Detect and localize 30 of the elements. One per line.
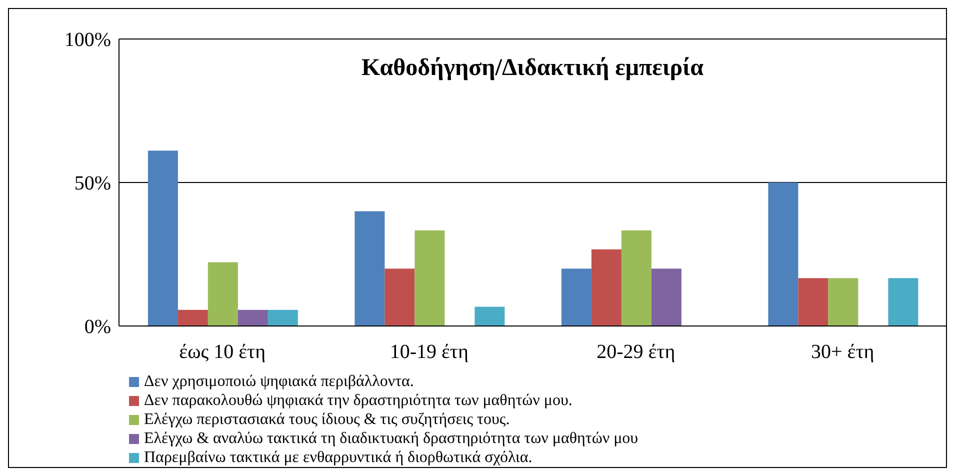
legend-label: Παρεμβαίνω τακτικά με ενθαρρυντικά ή διορθωτικά σχόλια. <box>144 448 532 467</box>
bar <box>268 310 298 326</box>
bar <box>384 268 415 326</box>
y-tick-label: 100% <box>64 29 111 52</box>
bar <box>238 310 268 326</box>
bar <box>178 310 208 326</box>
legend-label: Δεν παρακολουθώ ψηφιακά την δραστηριότητα των μαθητών μου. <box>144 391 572 410</box>
legend-label: Ελέγχω περιστασιακά τους ίδιους & τις συζητήσεις τους. <box>144 410 510 429</box>
bar <box>148 150 178 326</box>
bar <box>768 182 798 326</box>
text: Καθοδήγηση/Διδακτική εμπειρία <box>360 55 704 82</box>
bar <box>474 306 505 326</box>
legend-label: Ελέγχω & αναλύω τακτικά τη διαδικτυακή δραστηριότητα των μαθητών μου <box>144 429 638 448</box>
bar <box>414 230 445 326</box>
bar <box>591 249 622 326</box>
bar <box>621 230 652 326</box>
bar <box>828 278 858 326</box>
x-tick-label: 10-19 έτη <box>390 341 468 364</box>
legend-label: Δεν χρησιμοποιώ ψηφιακά περιβάλλοντα. <box>144 372 414 391</box>
bar <box>208 262 238 326</box>
y-tick-label: 0% <box>84 316 111 338</box>
x-tick-label: έως 10 έτη <box>179 341 266 364</box>
bar <box>798 278 828 326</box>
bar <box>354 211 385 326</box>
y-tick-label: 50% <box>74 172 111 195</box>
x-tick-label: 30+ έτη <box>811 341 874 364</box>
bar <box>651 268 682 326</box>
x-tick-label: 20-29 έτη <box>596 341 676 364</box>
bar <box>561 268 592 326</box>
bar <box>888 278 918 326</box>
